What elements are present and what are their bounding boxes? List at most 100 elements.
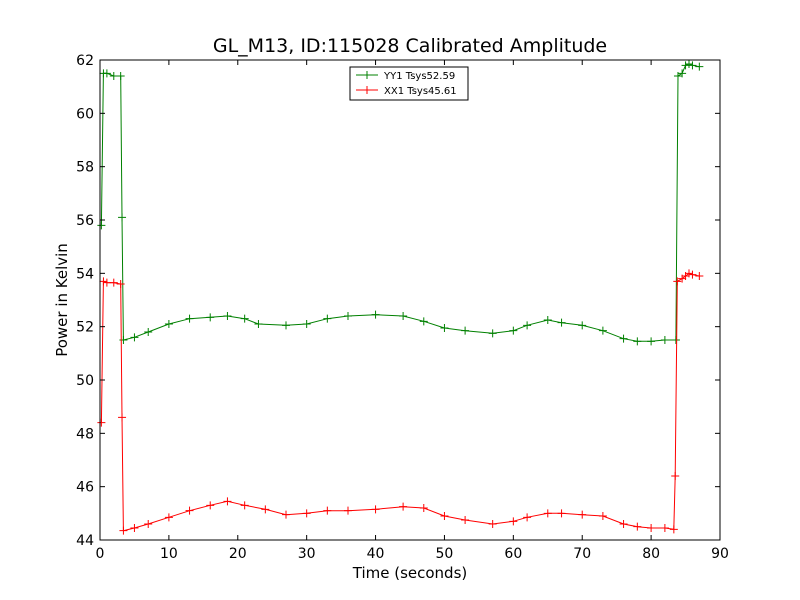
data-point [302, 509, 311, 518]
data-point [302, 320, 311, 328]
data-point [344, 312, 352, 320]
data-point [144, 328, 153, 336]
y-axis-label: Power in Kelvin [53, 243, 71, 357]
series-markers-0 [97, 60, 704, 346]
data-point [240, 314, 249, 323]
chart-title: GL_M13, ID:115028 Calibrated Amplitude [213, 35, 607, 57]
y-tick-label: 50 [76, 373, 94, 389]
data-point [660, 336, 669, 344]
data-point [619, 334, 628, 343]
data-point [399, 312, 408, 320]
data-point [97, 418, 106, 427]
x-tick-label: 0 [96, 546, 105, 562]
data-point [523, 513, 532, 522]
data-point [633, 337, 642, 346]
data-point [164, 320, 173, 328]
series-markers-1 [97, 269, 704, 535]
legend-box [349, 66, 469, 101]
data-point [688, 270, 697, 279]
data-point [673, 72, 682, 80]
plot-area [97, 60, 704, 535]
legend-marker [363, 86, 371, 94]
data-point [543, 509, 552, 518]
data-point [323, 506, 332, 515]
data-point [344, 506, 352, 515]
data-point [240, 501, 249, 510]
data-point [695, 272, 704, 280]
x-tick-label: 80 [642, 546, 660, 562]
data-point [185, 314, 194, 323]
data-point [185, 506, 194, 515]
y-tick-label: 58 [76, 160, 94, 176]
data-point [223, 312, 232, 320]
data-point [619, 520, 628, 528]
data-point [578, 321, 587, 330]
legend-label: XX1 Tsys45.61 [384, 86, 457, 97]
data-point [461, 326, 470, 335]
y-tick-label: 56 [76, 213, 94, 229]
data-point [399, 502, 408, 511]
data-point [371, 505, 380, 514]
data-point [671, 472, 680, 480]
data-point [102, 278, 111, 287]
data-point [557, 318, 566, 327]
data-point [206, 313, 215, 322]
y-tick-label: 48 [76, 426, 94, 442]
data-point [543, 316, 552, 324]
data-point [695, 62, 704, 71]
y-tick-label: 44 [76, 533, 94, 549]
data-point [419, 317, 428, 326]
data-point [282, 321, 290, 330]
data-point [116, 280, 125, 288]
data-point [660, 524, 669, 532]
data-point [130, 333, 139, 342]
y-tick-label: 52 [76, 320, 94, 336]
data-point [685, 60, 693, 68]
data-point [598, 512, 607, 520]
data-point [118, 213, 127, 222]
data-point [557, 509, 566, 518]
data-point [440, 512, 449, 520]
data-point [118, 413, 127, 422]
data-point [671, 336, 680, 344]
data-point [509, 517, 518, 526]
y-tick-label: 60 [76, 106, 94, 122]
x-tick-label: 50 [436, 546, 454, 562]
legend: YY1 Tsys52.59 XX1 Tsys45.61 [349, 66, 469, 101]
data-point [102, 69, 111, 78]
x-tick-label: 10 [160, 546, 178, 562]
x-axis-label: Time (seconds) [352, 564, 468, 582]
y-tick-label: 62 [76, 53, 94, 69]
data-point [282, 510, 290, 519]
y-tick-label: 46 [76, 480, 94, 496]
data-point [488, 520, 497, 528]
data-point [261, 505, 270, 514]
data-point [119, 526, 128, 535]
y-tick-label: 54 [76, 266, 94, 282]
data-point [509, 326, 518, 335]
axes: 0 10 20 30 40 50 60 70 80 90 44 46 48 50 52 54 56 58 60 62 [76, 53, 729, 562]
data-point [99, 277, 108, 286]
data-point [164, 513, 173, 522]
x-tick-label: 30 [298, 546, 316, 562]
data-point [440, 324, 449, 332]
data-point [254, 320, 263, 328]
x-tick-label: 20 [229, 546, 247, 562]
data-point [633, 522, 642, 531]
data-point [116, 72, 125, 80]
legend-marker [363, 71, 371, 79]
data-point [323, 314, 332, 323]
data-point [673, 277, 682, 286]
legend-label: YY1 Tsys52.59 [383, 71, 455, 82]
plot-frame [99, 59, 721, 541]
data-point [419, 504, 428, 512]
data-point [488, 329, 497, 338]
x-tick-label: 40 [367, 546, 385, 562]
data-point [206, 501, 215, 510]
data-point [371, 310, 380, 319]
data-point [678, 69, 687, 78]
data-point [109, 278, 118, 287]
data-point [647, 524, 656, 532]
data-point [461, 516, 470, 524]
